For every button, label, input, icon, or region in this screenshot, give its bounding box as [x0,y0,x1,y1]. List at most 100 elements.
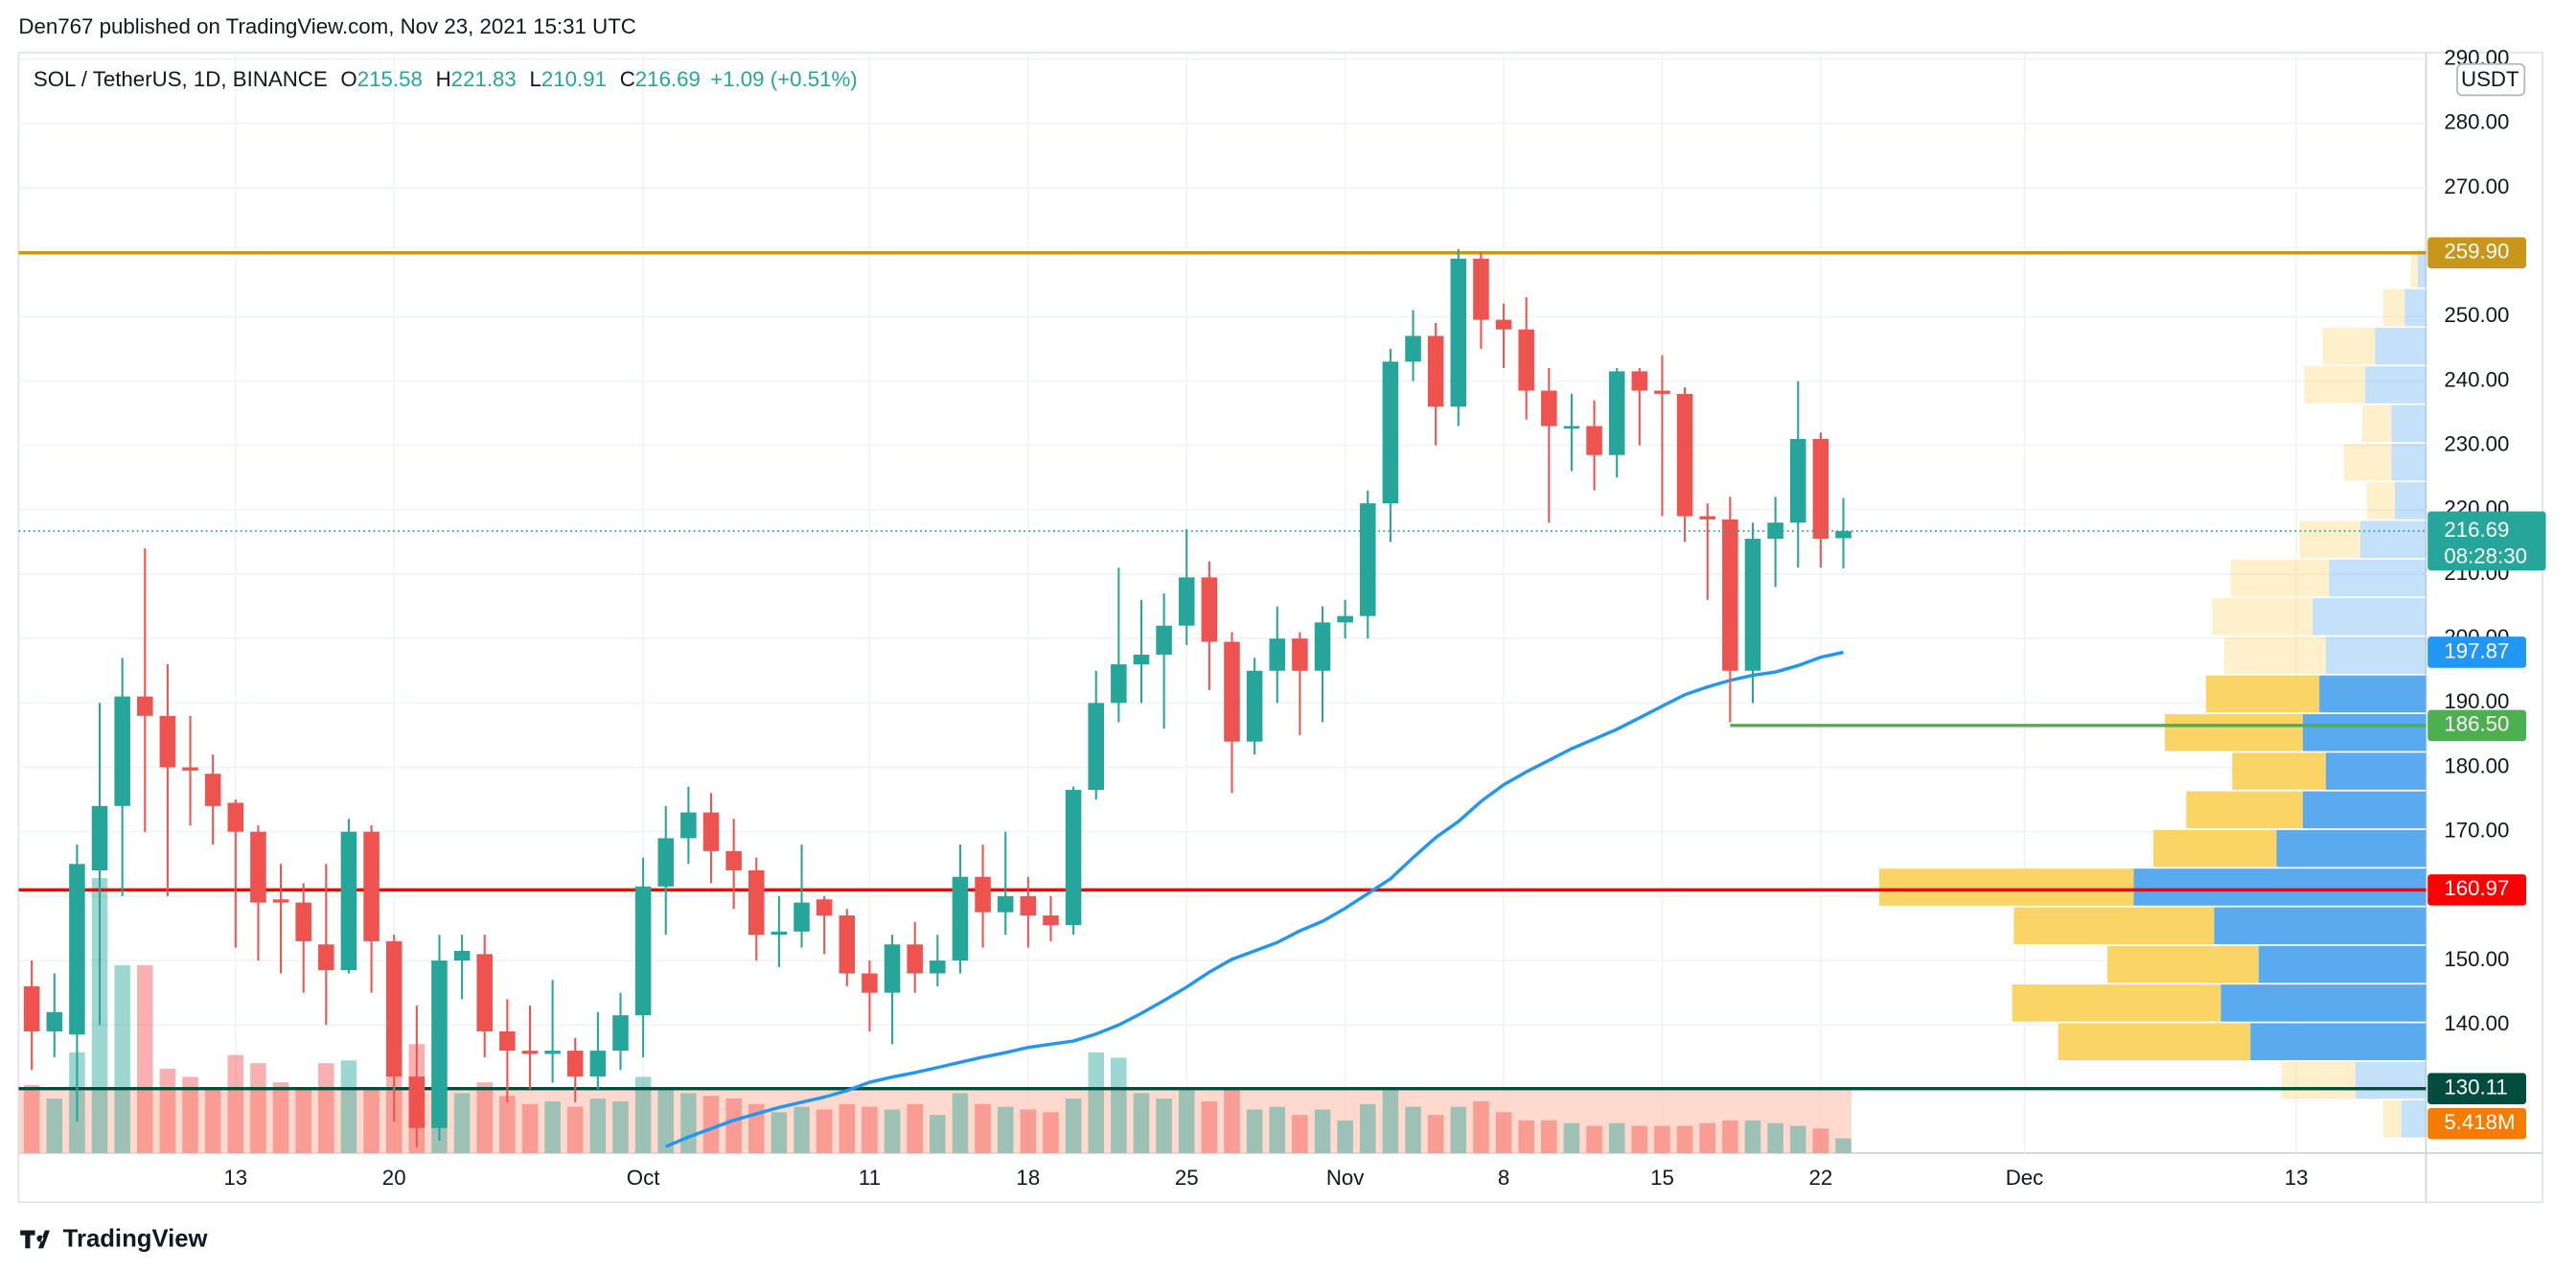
candle-body [952,876,969,961]
candle-body [1835,531,1852,539]
profile-down [2153,829,2277,868]
candle-body [1473,258,1489,320]
candle-body [1246,670,1263,742]
x-tick-label: 20 [382,1166,406,1190]
profile-up [2276,829,2426,868]
volume-bar [521,1103,539,1153]
volume-bar [1043,1112,1059,1153]
moving-average [665,650,1844,1148]
level-label: 130.11 [2444,1076,2507,1099]
footer: TradingView [63,1226,209,1253]
volume-bar [680,1093,697,1153]
candle-body [680,812,697,839]
candle-body [839,915,856,974]
volume-bar [1767,1123,1783,1153]
volume-bar [1563,1123,1580,1153]
profile-down [2013,907,2215,945]
volume-bar [1360,1103,1376,1153]
candle-body [1631,371,1648,391]
legend-item: O [340,67,356,91]
candle-body [159,715,176,768]
candle-body [1178,577,1195,626]
x-tick-label: 13 [2285,1166,2309,1190]
profile-down [2366,482,2395,520]
candle-body [725,850,742,870]
volume-bar [884,1109,901,1153]
candle-body [1676,393,1693,517]
legend: SOL / TetherUS, 1D, BINANCE O215.58 H221.8… [34,67,858,91]
profile-up [2214,907,2426,945]
profile-up [2258,945,2426,984]
volume-bar [952,1093,969,1153]
volume-bar [499,1096,516,1153]
candle-body [1133,654,1150,665]
candle-body [634,886,652,1016]
profile-down [2223,636,2326,674]
candle-body [1767,522,1783,540]
volume-bar [1292,1115,1308,1153]
profile-down [2186,791,2303,829]
x-tick-label: 15 [1650,1166,1674,1190]
volume-bar [566,1106,584,1153]
volume-bar [137,964,153,1153]
profile-down [2165,713,2303,752]
x-tick-label: 22 [1808,1166,1832,1190]
candle-body [1360,503,1376,616]
volume-bar [839,1103,856,1153]
volume-bar [363,1087,380,1153]
volume-bar [1450,1106,1467,1153]
plot-area [18,52,2426,1153]
profile-up [2394,482,2426,520]
y-tick-label: 190.00 [2444,689,2509,713]
volume-bar [589,1099,607,1153]
candle-body [476,954,493,1031]
profile-down [2382,1100,2402,1138]
profile-up [2220,984,2426,1022]
volume-bar [612,1100,629,1153]
candle-body [182,767,198,771]
profile-up [2325,636,2426,674]
profile-up [2404,289,2426,327]
y-tick-label: 150.00 [2444,947,2509,971]
x-tick-label: Nov [1326,1166,1365,1190]
volume-bar [23,1084,40,1153]
frame [17,51,2544,1204]
candle-body [1563,426,1580,429]
candle-body [499,1030,516,1052]
profile-up [2365,366,2426,404]
candle-body [862,973,878,993]
volume-bar [318,1063,334,1153]
volume-bar [702,1096,720,1153]
profile-up [2319,675,2426,713]
y-tick-label: 140.00 [2444,1011,2509,1035]
volume-label-box [2427,1107,2527,1140]
profile-up [2359,521,2426,558]
volume-bar [204,1087,221,1153]
volume-bar [1789,1125,1806,1153]
currency: USDT [2461,67,2519,91]
volume-bar [657,1087,675,1153]
candle-body [907,944,923,974]
x-tick-label: 13 [223,1166,247,1190]
candle-body [1088,703,1104,791]
candle-body [1382,361,1399,504]
volume-bar [1065,1099,1082,1153]
candle-body [46,1011,63,1031]
y-tick-label: 280.00 [2444,110,2509,134]
profile-down [2230,559,2330,597]
profile-down [2212,598,2313,636]
volume-bar [1608,1123,1625,1153]
volume-bar [794,1106,810,1153]
x-tick-label: Dec [2006,1166,2044,1190]
volume-bar [997,1106,1014,1153]
profile-down [2232,752,2326,790]
candle-body [1654,390,1670,394]
legend-item: L [530,67,541,91]
candle-body [816,899,833,916]
candle-body [1111,664,1127,704]
volume-bar [1088,1052,1104,1153]
candle-body [1337,615,1353,623]
volume-bar [1812,1128,1829,1153]
profile-up [2417,250,2426,288]
candle-body [1608,371,1625,455]
